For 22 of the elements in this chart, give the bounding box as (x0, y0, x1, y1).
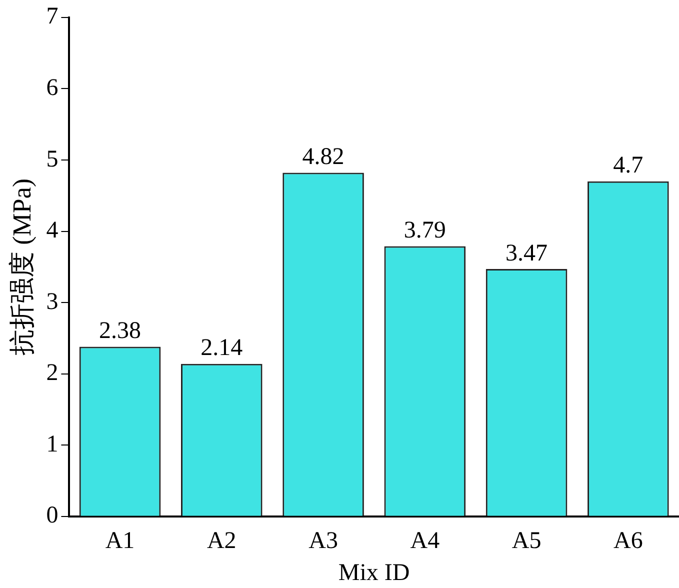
data-label: 2.14 (200, 335, 243, 362)
x-tick-label: A3 (308, 528, 338, 554)
data-label: 3.47 (506, 240, 548, 266)
data-label: 2.38 (99, 318, 142, 344)
x-tick-label: A2 (206, 528, 236, 554)
data-label: 4.82 (302, 144, 344, 170)
y-axis-title: 抗折强度 (MPa) (7, 178, 36, 356)
y-tick-label: 6 (46, 74, 58, 101)
x-tick-label: A6 (614, 528, 643, 554)
x-tick-label: A5 (512, 528, 542, 554)
y-tick-label: 7 (46, 4, 58, 30)
x-tick-label: A1 (105, 528, 135, 554)
data-label: 4.7 (613, 152, 644, 179)
y-tick-label: 4 (46, 218, 58, 244)
y-tick-label: 3 (46, 288, 58, 315)
y-tick-label: 0 (46, 502, 58, 529)
x-axis-title: Mix ID (338, 560, 410, 586)
y-tick-label: 5 (46, 146, 58, 172)
data-label: 3.79 (404, 218, 446, 244)
y-tick-label: 2 (46, 360, 58, 386)
y-tick-label: 1 (46, 431, 58, 458)
x-tick-label: A4 (410, 528, 440, 554)
